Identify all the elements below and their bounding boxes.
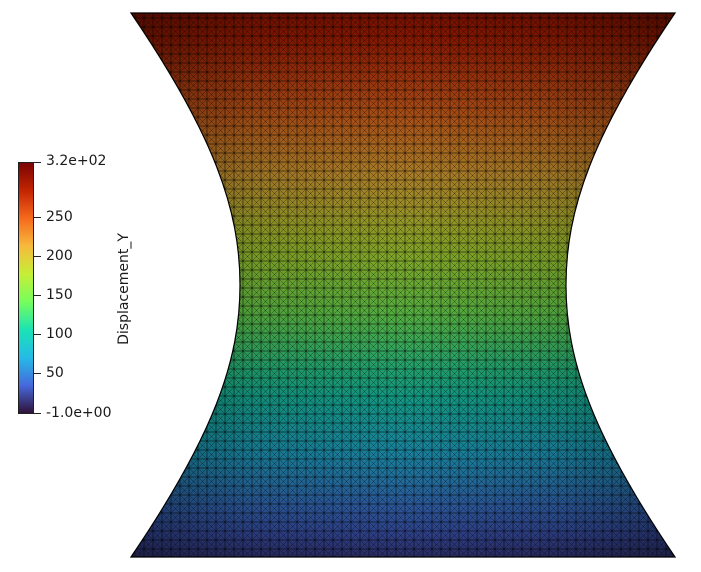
colorbar-tick — [34, 217, 41, 218]
colorbar-tick-label: 50 — [46, 365, 64, 381]
colorbar-gradient — [18, 162, 34, 414]
mesh-boundary — [129, 12, 677, 558]
colorbar-min-tick — [34, 413, 41, 414]
colorbar-tick-label: 200 — [46, 248, 73, 264]
colorbar-tick-label: 150 — [46, 287, 73, 303]
colorbar-min-label: -1.0e+00 — [46, 405, 112, 421]
colorbar-title: Displacement_Y — [116, 233, 132, 345]
colorbar-tick-label: 100 — [46, 326, 73, 342]
colorbar-max-tick — [34, 162, 41, 163]
colorbar-tick — [34, 373, 41, 374]
colorbar-tick — [34, 295, 41, 296]
colorbar-tick-label: 250 — [46, 209, 73, 225]
mesh-edges — [131, 13, 675, 557]
deformed-mesh-surface — [131, 13, 675, 557]
colorbar-tick — [34, 256, 41, 257]
colorbar-tick — [34, 334, 41, 335]
colorbar-max-label: 3.2e+02 — [46, 153, 107, 169]
